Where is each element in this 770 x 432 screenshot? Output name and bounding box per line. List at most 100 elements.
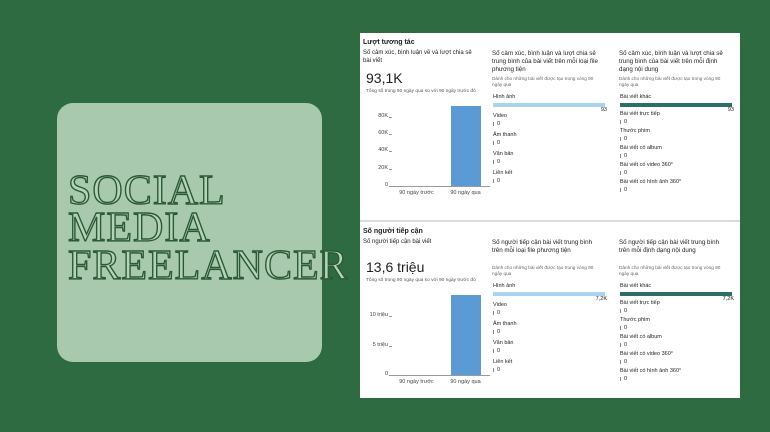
breakdown-title: Số người tiếp cận bài viết trung bình tr… [492,239,593,254]
item-label: Video [493,302,507,308]
item-bar [620,292,732,296]
item-value: 0 [624,359,628,365]
item-bar [493,292,605,296]
separator [360,220,740,222]
section-heading: Số người tiếp cận [363,228,423,235]
item-bar [620,154,621,158]
breakdown-subtitle: Dành cho những bài viết được tạo trong v… [619,76,721,87]
y-tick-label: 5 triệu [372,341,388,348]
item-bar [620,309,621,313]
item-value: 0 [497,121,501,127]
item-value: 0 [624,376,628,382]
item-label: Bài viết có video 360° [620,351,673,357]
y-tick-label: 0 [384,371,388,377]
breakdown-subtitle: Dành cho những bài viết được tạo trong v… [492,265,594,276]
item-value: 93 [727,107,734,113]
tick-mark [389,316,392,318]
axis-line [392,186,490,187]
item-label: Thước phim [620,317,650,323]
item-value: 0 [624,136,628,142]
summary-title: Số cảm xúc, bình luận về và lượt chia sẻ… [363,50,472,64]
tick-mark [389,375,392,376]
item-label: Video [493,113,507,119]
item-bar [620,377,621,381]
item-bar [620,326,621,330]
item-bar [493,311,494,315]
item-bar [620,343,621,347]
tick-mark [389,151,392,153]
item-label: Bài viết khác [620,283,652,289]
tick-mark [389,116,392,118]
total: 13,6 triệu [366,259,425,275]
tick-mark [389,186,392,187]
item-label: Bài viết có hình ảnh 360° [620,368,682,374]
item-value: 0 [624,119,628,125]
item-label: Âm thanh [493,321,517,327]
item-bar [493,368,494,372]
item-label: Bài viết có album [620,145,662,151]
item-bar [493,122,494,126]
item-bar [493,160,494,164]
y-tick-label: 80K [378,112,388,119]
breakdown-title: Số người tiếp cận bài viết trung bình tr… [619,239,720,254]
item-bar [620,103,732,107]
item-label: Bài viết có hình ảnh 360° [620,179,682,185]
item-label: Âm thanh [493,132,517,138]
poster-title: FREELANCER [67,243,349,289]
tick-mark [389,345,392,347]
note: Tổng số trong 90 ngày qua so với 90 ngày… [366,278,476,283]
item-bar [620,120,621,124]
item-label: Văn bản [493,151,514,157]
poster-title: SOCIAL [67,168,226,214]
item-label: Liên kết [493,359,513,365]
y-tick-label: 60K [378,130,388,137]
summary-title: Số người tiếp cận bài viết [363,239,432,245]
note: Tổng số trong 90 ngày qua so với 90 ngày… [366,89,476,94]
item-value: 93 [600,107,607,113]
item-bar [493,103,605,107]
breakdown-subtitle: Dành cho những bài viết được tạo trong v… [619,265,721,276]
item-label: Bài viết có album [620,334,662,340]
item-value: 0 [497,140,501,146]
item-value: 0 [624,342,628,348]
item-label: Bài viết có video 360° [620,162,673,168]
section-heading: Lượt tương tác [363,39,415,46]
item-label: Bài viết khác [620,94,652,100]
y-tick-label: 20K [378,164,388,171]
tick-mark [389,168,392,170]
item-label: Hình ảnh [493,94,516,100]
item-value: 0 [497,310,501,316]
bar [450,295,481,375]
item-label: Bài viết trực tiếp [620,111,660,117]
item-value: 7,2K [722,296,734,302]
y-tick-label: 40K [378,147,388,154]
item-bar [620,171,621,175]
x-tick-label: 90 ngày trước [399,190,434,196]
item-bar [493,330,494,334]
y-tick-label: 10 triệu [369,312,388,319]
item-value: 0 [624,325,628,331]
item-value: 0 [624,308,628,314]
item-value: 0 [497,348,501,354]
item-value: 0 [497,178,501,184]
y-tick-label: 0 [384,182,388,188]
item-label: Thước phim [620,128,650,134]
item-value: 0 [497,329,501,335]
item-label: Hình ảnh [493,283,516,289]
item-label: Bài viết trực tiếp [620,300,660,306]
card [57,103,322,362]
breakdown-subtitle: Dành cho những bài viết được tạo trong v… [492,76,594,87]
item-label: Văn bản [493,340,514,346]
breakdown-title: Số cảm xúc, bình luận và lượt chia sẻ tr… [619,50,723,73]
item-value: 0 [497,159,501,165]
bar [450,105,481,186]
tick-mark [389,134,392,135]
item-value: 0 [497,367,501,373]
axis-line [392,375,490,376]
item-value: 7,2K [595,296,607,302]
x-tick-label: 90 ngày qua [450,190,481,196]
x-tick-label: 90 ngày trước [399,379,434,385]
item-bar [620,137,621,141]
poster-title: MEDIA [67,205,211,251]
